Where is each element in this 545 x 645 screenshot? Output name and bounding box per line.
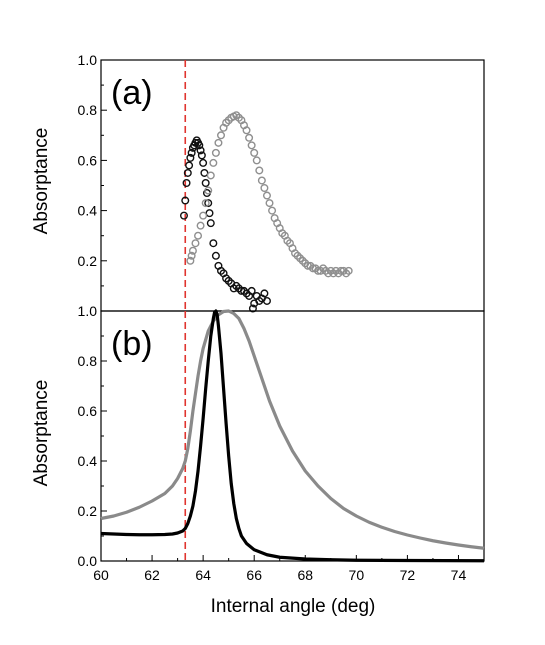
data-point-gray <box>265 199 274 208</box>
data-point-dark <box>196 146 205 155</box>
data-point-gray <box>257 176 266 185</box>
panel-b-frame <box>100 310 485 562</box>
data-point-dark <box>187 148 196 157</box>
y-tick-label: 0.8 <box>78 353 98 369</box>
x-tick-label: 74 <box>451 567 467 583</box>
data-point-gray <box>187 251 196 260</box>
data-point-dark <box>186 153 195 162</box>
data-point-dark <box>182 178 191 187</box>
panel-a-data-points <box>179 111 353 313</box>
data-point-gray <box>344 266 353 275</box>
data-point-dark <box>260 289 269 298</box>
data-point-gray <box>209 158 218 167</box>
x-tick-label: 62 <box>144 567 160 583</box>
data-point-gray <box>250 148 259 157</box>
data-point-gray <box>186 256 195 265</box>
data-point-dark <box>199 158 208 167</box>
panel-b-y-axis-title: Absorptance <box>31 380 52 487</box>
data-point-dark <box>262 296 271 305</box>
panel-a-y-ticks: 1.0 0.8 0.6 0.4 0.2 <box>78 52 107 287</box>
data-point-gray <box>255 166 264 175</box>
data-point-dark <box>179 211 188 220</box>
data-point-gray <box>247 141 256 150</box>
x-tick-label: 64 <box>195 567 211 583</box>
data-point-gray <box>268 206 277 215</box>
data-point-dark <box>200 168 209 177</box>
data-point-gray <box>204 186 213 195</box>
y-tick-label: 0.6 <box>78 152 98 168</box>
data-point-dark <box>209 239 218 248</box>
data-point-dark <box>211 251 220 260</box>
data-point-gray <box>191 239 200 248</box>
data-point-dark <box>206 219 215 228</box>
y-tick-label: 0.8 <box>78 102 98 118</box>
data-point-gray <box>201 199 210 208</box>
data-point-dark <box>197 151 206 160</box>
data-point-gray <box>199 211 208 220</box>
data-point-gray <box>262 191 271 200</box>
panel-a-y-axis-title: Absorptance <box>31 128 52 235</box>
data-point-gray <box>260 184 269 193</box>
data-point-dark <box>183 168 192 177</box>
panel-b-curves <box>100 309 485 563</box>
data-point-gray <box>196 221 205 230</box>
x-tick-label: 66 <box>246 567 262 583</box>
x-tick-label: 68 <box>297 567 313 583</box>
x-tick-label: 70 <box>349 567 365 583</box>
panel-a: 1.0 0.8 0.6 0.4 0.2 (a) Absorptance <box>31 52 485 313</box>
data-point-gray <box>194 231 203 240</box>
y-tick-label: 0.4 <box>78 453 98 469</box>
curve-black <box>100 309 485 563</box>
data-point-dark <box>247 286 256 295</box>
panel-b: 1.00.80.60.40.20.0 60 62 64 66 68 70 72 74 (b) … <box>31 303 485 617</box>
data-point-gray <box>211 148 220 157</box>
y-tick-label: 1.0 <box>78 303 98 319</box>
data-point-dark <box>185 161 194 170</box>
data-point-gray <box>217 131 226 140</box>
data-point-dark <box>248 304 257 313</box>
y-tick-label: 0.2 <box>78 253 98 269</box>
data-point-gray <box>206 171 215 180</box>
y-tick-label: 0.2 <box>78 503 98 519</box>
data-point-dark <box>181 196 190 205</box>
y-tick-label: 0.6 <box>78 403 98 419</box>
data-point-dark <box>205 209 214 218</box>
curve-gray <box>100 309 485 550</box>
y-tick-label: 0.0 <box>78 553 98 569</box>
panel-b-y-ticks: 1.0 0.8 0.6 0.4 0.2 0.0 <box>78 303 107 569</box>
x-tick-label: 72 <box>400 567 416 583</box>
data-point-dark <box>201 178 210 187</box>
x-axis-title: Internal angle (deg) <box>211 596 376 617</box>
panel-b-x-ticks: 60 62 64 66 68 70 72 74 <box>93 555 466 583</box>
data-point-gray <box>242 126 251 135</box>
data-point-gray <box>188 246 197 255</box>
panel-a-label: (a) <box>111 74 153 112</box>
y-tick-label: 1.0 <box>78 52 98 68</box>
x-tick-label: 60 <box>93 567 109 583</box>
data-point-gray <box>252 156 261 165</box>
panel-a-frame <box>100 59 485 312</box>
data-point-dark <box>204 199 213 208</box>
data-point-gray <box>245 133 254 142</box>
data-point-gray <box>214 138 223 147</box>
panel-b-label: (b) <box>111 325 153 363</box>
y-tick-label: 0.4 <box>78 203 98 219</box>
data-point-dark <box>195 141 204 150</box>
